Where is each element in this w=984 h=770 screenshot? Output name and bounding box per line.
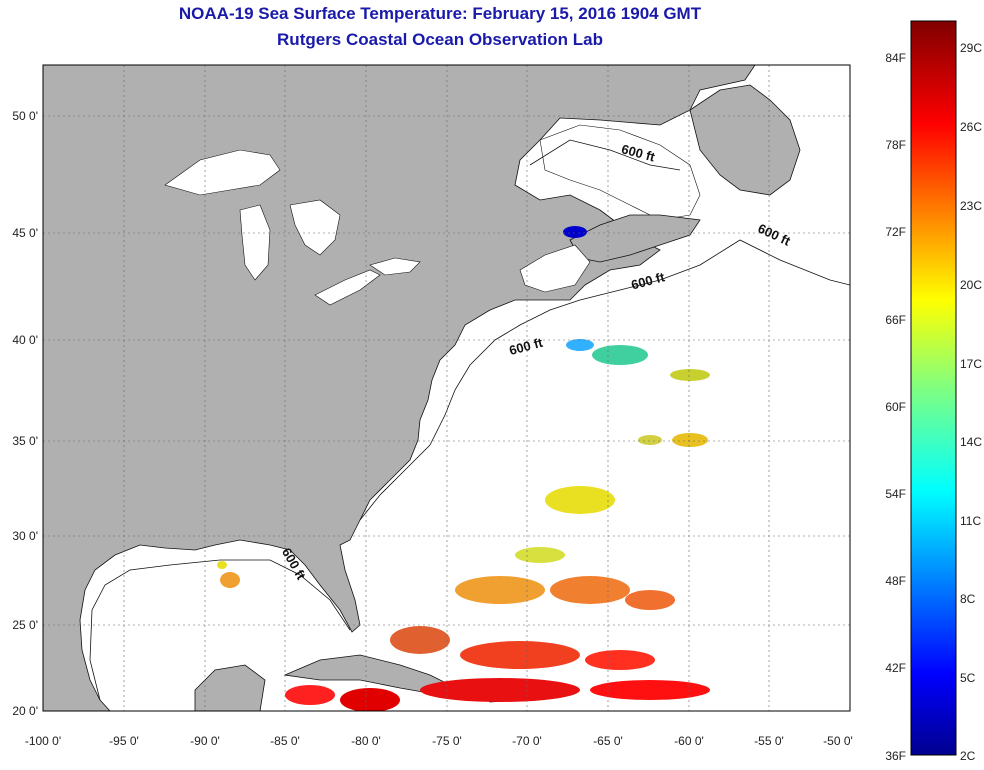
colorbar-f-label: 60F: [885, 400, 906, 414]
lake-huron: [289, 199, 341, 256]
map-frame: [42, 64, 851, 712]
shelf-contours: [89, 139, 850, 701]
newfoundland-land: [689, 84, 801, 196]
colorbar-c-labels: 29C 26C 23C 20C 17C 14C 11C 8C 5C 2C: [960, 41, 982, 763]
lon-tick-label: -85 0': [270, 734, 300, 748]
lake-michigan: [239, 204, 271, 281]
lat-tick-label: 40 0': [12, 333, 38, 347]
lat-tick-label: 25 0': [12, 618, 38, 632]
temperature-colorbar: [910, 20, 957, 756]
lon-tick-label: -65 0': [593, 734, 623, 748]
lon-tick-label: -80 0': [351, 734, 381, 748]
gulf-of-maine: [519, 244, 591, 293]
lake-ontario: [369, 257, 421, 276]
colorbar-c-label: 5C: [960, 671, 976, 685]
lake-erie: [314, 269, 381, 306]
map-subtitle: Rutgers Coastal Ocean Observation Lab: [277, 30, 603, 49]
colorbar-c-label: 11C: [960, 514, 981, 528]
colorbar-c-label: 26C: [960, 120, 982, 134]
colorbar-f-label: 48F: [885, 574, 906, 588]
colorbar-c-label: 29C: [960, 41, 982, 55]
colorbar-c-label: 14C: [960, 435, 982, 449]
lat-tick-label: 20 0': [12, 704, 38, 718]
lat-tick-labels: 50 0' 45 0' 40 0' 35 0' 30 0' 25 0' 20 0…: [12, 109, 38, 718]
lon-tick-label: -100 0': [25, 734, 61, 748]
lon-tick-label: -75 0': [432, 734, 462, 748]
colorbar-f-label: 36F: [885, 749, 906, 763]
colorbar-c-label: 23C: [960, 199, 982, 213]
lake-superior: [164, 149, 281, 196]
colorbar-f-label: 78F: [885, 138, 906, 152]
lon-tick-label: -60 0': [674, 734, 704, 748]
colorbar-f-label: 66F: [885, 313, 906, 327]
nova-scotia-land: [569, 214, 701, 263]
map-title: NOAA-19 Sea Surface Temperature: Februar…: [178, 4, 702, 23]
colorbar-f-label: 72F: [885, 225, 906, 239]
colorbar-c-label: 20C: [960, 278, 982, 292]
lon-tick-labels: -100 0' -95 0' -90 0' -85 0' -80 0' -75 …: [25, 734, 853, 748]
colorbar-c-label: 2C: [960, 749, 976, 763]
lat-tick-label: 45 0': [12, 226, 38, 240]
lat-tick-label: 30 0': [12, 529, 38, 543]
lat-tick-label: 35 0': [12, 434, 38, 448]
lon-tick-label: -90 0': [190, 734, 220, 748]
colorbar-c-label: 17C: [960, 357, 982, 371]
lat-tick-label: 50 0': [12, 109, 38, 123]
colorbar-c-label: 8C: [960, 592, 976, 606]
colorbar-f-labels: 84F 78F 72F 66F 60F 54F 48F 42F 36F: [885, 51, 906, 763]
lon-tick-label: -70 0': [512, 734, 542, 748]
sst-data-patches: [217, 226, 710, 711]
colorbar-f-label: 42F: [885, 661, 906, 675]
colorbar-f-label: 84F: [885, 51, 906, 65]
lon-tick-label: -50 0': [823, 734, 853, 748]
colorbar-f-label: 54F: [885, 487, 906, 501]
yucatan-land: [194, 664, 266, 711]
lon-tick-label: -55 0': [754, 734, 784, 748]
lon-tick-label: -95 0': [109, 734, 139, 748]
gulf-of-st-lawrence: [539, 124, 701, 221]
